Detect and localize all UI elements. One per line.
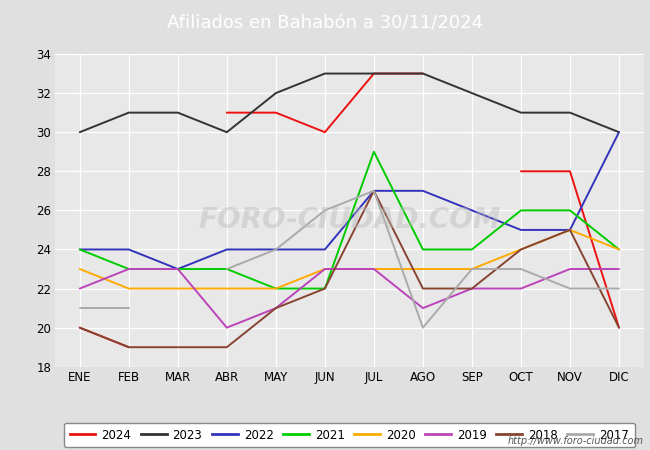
Text: FORO-CIUDAD.COM: FORO-CIUDAD.COM <box>198 206 500 234</box>
Text: http://www.foro-ciudad.com: http://www.foro-ciudad.com <box>508 436 644 446</box>
Text: Afiliados en Bahabón a 30/11/2024: Afiliados en Bahabón a 30/11/2024 <box>167 14 483 33</box>
Legend: 2024, 2023, 2022, 2021, 2020, 2019, 2018, 2017: 2024, 2023, 2022, 2021, 2020, 2019, 2018… <box>64 423 635 447</box>
